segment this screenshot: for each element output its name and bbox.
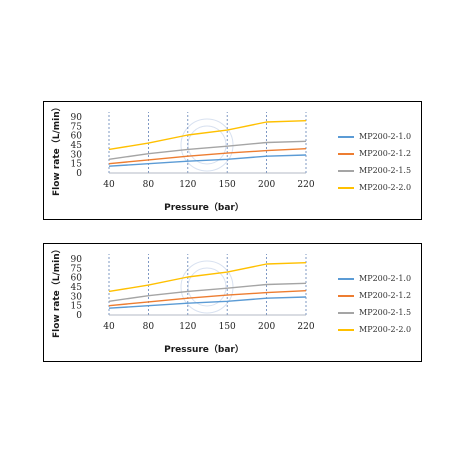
legend-label: MP200-2-1.2 xyxy=(359,291,412,300)
x-tick-label: 200 xyxy=(258,180,275,190)
chart-panel-bottom: 0 15 30 45 60 75 90 40 80 120 150 200 220 Flow rate（… xyxy=(43,243,422,362)
x-tick-label: 150 xyxy=(219,180,236,190)
watermark-emblem xyxy=(180,118,234,172)
legend-label: MP200-2-2.0 xyxy=(359,325,412,334)
legend-label: MP200-2-2.0 xyxy=(359,183,412,192)
x-tick-label: 200 xyxy=(258,322,275,332)
legend-swatch xyxy=(338,136,354,138)
legend-item: MP200-2-1.2 xyxy=(338,289,422,306)
legend: MP200-2-1.0 MP200-2-1.2 MP200-2-1.5 MP20… xyxy=(338,272,422,340)
x-tick-label: 120 xyxy=(179,180,196,190)
y-axis-label: Flow rate（L/min） xyxy=(52,244,62,338)
x-tick-label: 220 xyxy=(297,180,314,190)
legend-swatch xyxy=(338,170,354,172)
series-line xyxy=(108,282,307,302)
chart-panel-top: 0 15 30 45 60 75 90 40 80 120 150 200 220 Flow rate（… xyxy=(43,101,422,220)
series-line xyxy=(108,296,307,309)
x-axis-label: Pressure（bar） xyxy=(164,345,244,355)
y-tick-label: 90 xyxy=(71,255,83,265)
legend-label: MP200-2-1.5 xyxy=(359,308,412,317)
y-tick-label: 0 xyxy=(76,169,82,179)
series-line xyxy=(108,148,307,165)
y-tick-label: 75 xyxy=(71,122,83,132)
legend-label: MP200-2-1.5 xyxy=(359,166,412,175)
legend-swatch xyxy=(338,312,354,314)
y-tick-label: 30 xyxy=(71,150,83,160)
x-tick-label: 120 xyxy=(179,322,196,332)
series-line xyxy=(108,154,307,167)
legend-item: MP200-2-1.5 xyxy=(338,164,422,181)
series-line xyxy=(108,140,307,160)
x-tick-label: 150 xyxy=(219,322,236,332)
watermark-emblem xyxy=(187,125,227,165)
legend-item: MP200-2-2.0 xyxy=(338,181,422,198)
series-line xyxy=(108,120,307,151)
legend-label: MP200-2-1.0 xyxy=(359,132,412,141)
y-tick-label: 45 xyxy=(71,283,83,293)
y-tick-label: 15 xyxy=(71,302,83,312)
y-tick-label: 60 xyxy=(71,274,83,284)
legend: MP200-2-1.0 MP200-2-1.2 MP200-2-1.5 MP20… xyxy=(338,130,422,198)
y-tick-label: 15 xyxy=(71,160,83,170)
y-tick-label: 0 xyxy=(76,311,82,321)
x-tick-label: 80 xyxy=(143,180,155,190)
y-tick-label: 75 xyxy=(71,264,83,274)
series-line xyxy=(108,262,307,293)
watermark-emblem xyxy=(180,260,234,314)
y-tick-label: 60 xyxy=(71,132,83,142)
watermark-emblem xyxy=(187,267,227,307)
y-tick-label: 30 xyxy=(71,292,83,302)
legend-label: MP200-2-1.0 xyxy=(359,274,412,283)
legend-swatch xyxy=(338,153,354,155)
x-tick-label: 40 xyxy=(103,322,115,332)
x-axis-label: Pressure（bar） xyxy=(164,203,244,213)
x-tick-label: 220 xyxy=(297,322,314,332)
legend-item: MP200-2-1.2 xyxy=(338,147,422,164)
legend-swatch xyxy=(338,187,354,189)
legend-swatch xyxy=(338,295,354,297)
legend-swatch xyxy=(338,329,354,331)
legend-label: MP200-2-1.2 xyxy=(359,149,412,158)
legend-item: MP200-2-2.0 xyxy=(338,323,422,340)
legend-item: MP200-2-1.0 xyxy=(338,130,422,147)
legend-item: MP200-2-1.0 xyxy=(338,272,422,289)
legend-swatch xyxy=(338,278,354,280)
legend-item: MP200-2-1.5 xyxy=(338,306,422,323)
y-tick-label: 90 xyxy=(71,113,83,123)
series-line xyxy=(108,290,307,307)
x-tick-label: 40 xyxy=(103,180,115,190)
y-axis-label: Flow rate（L/min） xyxy=(52,102,62,196)
y-tick-label: 45 xyxy=(71,141,83,151)
x-tick-label: 80 xyxy=(143,322,155,332)
